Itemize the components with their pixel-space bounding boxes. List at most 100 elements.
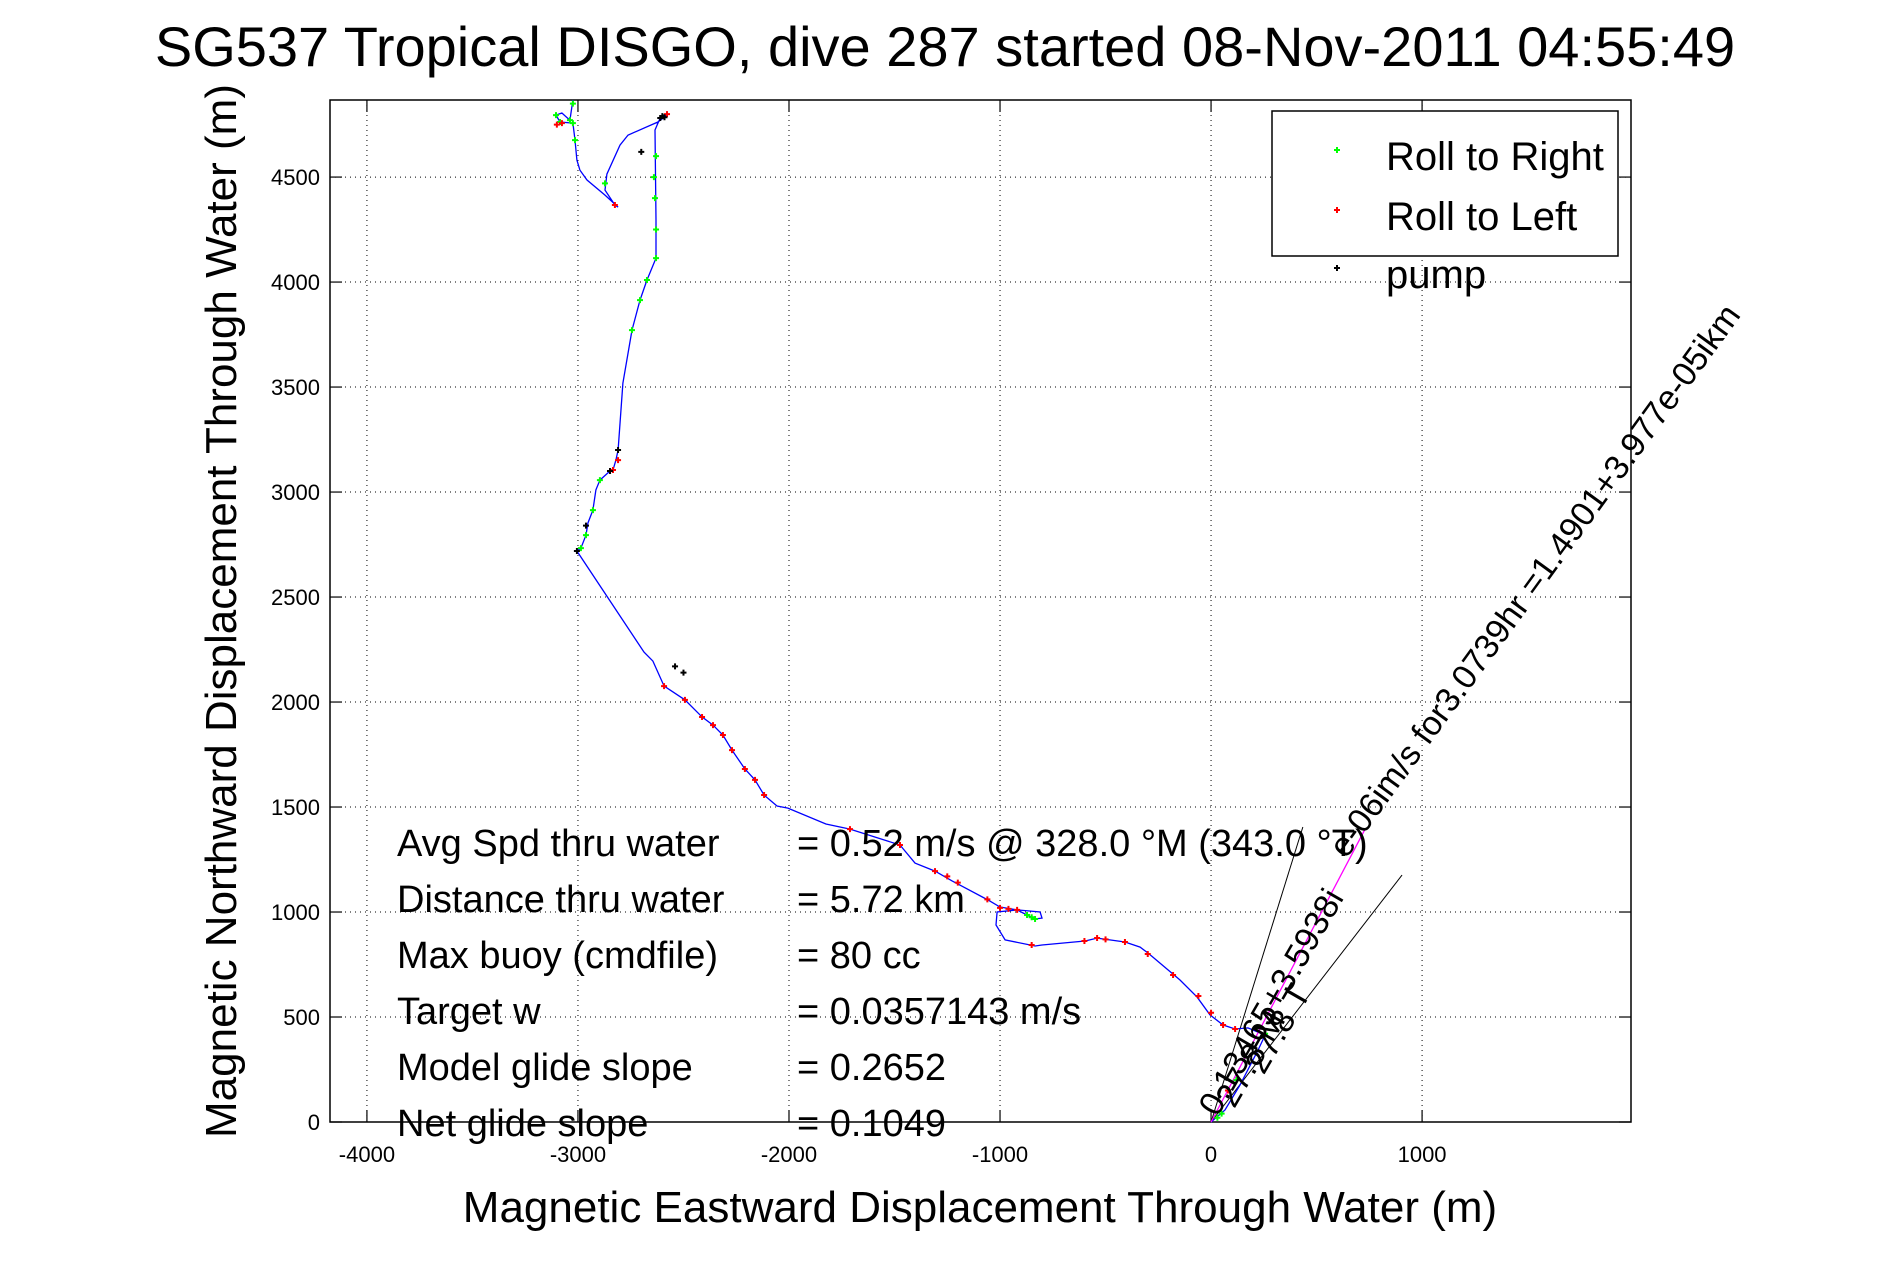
marker-roll-to-left [741, 766, 748, 773]
stat-value-model-glide: = 0.2652 [797, 1047, 946, 1089]
marker-roll-to-left [984, 896, 991, 903]
marker-roll-to-left [553, 121, 560, 128]
marker-roll-to-right [566, 117, 573, 124]
axis-ticks [330, 100, 1631, 1123]
stats-block: Avg Spd thru water = 0.52 m/s @ 328.0 °M… [397, 823, 1368, 1145]
legend-marker-pump [1334, 265, 1340, 271]
marker-roll-to-left [1170, 972, 1177, 979]
marker-roll-to-right [628, 327, 635, 334]
marker-roll-to-left [661, 683, 668, 690]
marker-roll-to-left [997, 904, 1004, 911]
marker-roll-to-left [558, 120, 565, 127]
marker-roll-to-right [653, 226, 660, 233]
stat-label-avg-speed: Avg Spd thru water [397, 823, 720, 865]
marker-roll-to-right [1032, 915, 1039, 922]
x-tick-label: -3000 [550, 1142, 606, 1167]
stat-value-net-glide: = 0.1049 [797, 1103, 946, 1145]
x-tick-labels: -4000 -3000 -2000 -1000 0 1000 [339, 1142, 1447, 1167]
marker-roll-to-left [664, 111, 671, 118]
grid [330, 100, 1631, 1123]
marker-pump [607, 468, 614, 475]
marker-roll-to-right [651, 195, 658, 202]
legend-box [1271, 110, 1619, 257]
marker-roll-to-right [1233, 1077, 1240, 1083]
marker-roll-to-left [1121, 939, 1128, 946]
marker-pump [582, 522, 589, 529]
marker-roll-to-left [1232, 1025, 1239, 1032]
markers [553, 100, 1269, 1121]
marker-roll-to-left [761, 792, 768, 799]
marker-roll-to-left [1014, 906, 1021, 913]
marker-roll-to-left [944, 873, 951, 880]
stat-value-target-w: = 0.0357143 m/s [797, 991, 1081, 1033]
stat-label-model-glide: Model glide slope [397, 1047, 693, 1089]
marker-pump [638, 148, 645, 155]
marker-roll-to-right [553, 112, 560, 119]
marker-pump [680, 669, 687, 676]
series-line-average-heading [1210, 828, 1366, 1123]
marker-roll-to-left [615, 457, 622, 464]
marker-roll-to-right [653, 153, 660, 160]
y-tick-label: 1500 [271, 795, 320, 820]
marker-roll-to-left [1094, 935, 1101, 942]
axes-frame [329, 99, 1632, 1123]
y-tick-label: 3000 [271, 480, 320, 505]
x-tick-label: -2000 [761, 1142, 817, 1167]
marker-roll-to-left [1005, 905, 1012, 912]
stat-value-max-buoy: = 80 cc [797, 935, 921, 977]
x-axis-label: Magnetic Eastward Displacement Through W… [463, 1183, 1497, 1232]
marker-roll-to-left [752, 776, 759, 783]
marker-roll-to-right [1262, 1030, 1269, 1037]
x-tick-label: 1000 [1398, 1142, 1447, 1167]
legend-marker-roll-left [1334, 207, 1340, 213]
marker-roll-to-right [572, 137, 579, 144]
stat-label-max-buoy: Max buoy (cmdfile) [397, 935, 718, 977]
marker-roll-to-right [589, 507, 596, 514]
marker-roll-to-right [1028, 914, 1035, 921]
marker-roll-to-right [1218, 1110, 1225, 1117]
marker-roll-to-right [653, 255, 660, 262]
y-tick-label: 4000 [271, 270, 320, 295]
legend-label-pump: pump [1386, 253, 1486, 297]
marker-roll-to-left [896, 842, 903, 849]
marker-roll-to-left [1102, 936, 1109, 943]
y-tick-label: 4500 [271, 165, 320, 190]
marker-roll-to-left [719, 731, 726, 738]
marker-roll-to-right [577, 545, 584, 552]
stat-label-net-glide: Net glide slope [397, 1103, 648, 1145]
stat-value-avg-speed: = 0.52 m/s @ 328.0 °M (343.0 °T) [797, 823, 1368, 865]
marker-pump [661, 114, 668, 121]
marker-roll-to-left [954, 879, 961, 886]
marker-roll-to-left [846, 826, 853, 833]
marker-roll-to-right [1024, 911, 1031, 918]
x-tick-label: -4000 [339, 1142, 395, 1167]
marker-roll-to-left [1220, 1021, 1227, 1028]
marker-roll-to-left [932, 868, 939, 875]
marker-roll-to-right [650, 174, 657, 181]
marker-roll-to-right [596, 477, 603, 484]
marker-roll-to-right [1214, 1114, 1221, 1121]
chart-title: SG537 Tropical DISGO, dive 287 started 0… [155, 15, 1735, 78]
legend-marker-roll-right [1334, 147, 1340, 153]
legend-label-roll-right: Roll to Right [1386, 135, 1604, 179]
marker-roll-to-right [569, 100, 576, 107]
stat-label-target-w: Target w [397, 991, 541, 1033]
wedge-line-0 [1210, 826, 1304, 1123]
marker-pump [615, 447, 622, 454]
marker-roll-to-left [699, 713, 706, 720]
legend: Roll to Right Roll to Left pump [1271, 110, 1619, 297]
marker-roll-to-left [1208, 1009, 1215, 1016]
y-tick-labels: 0 500 1000 1500 2000 2500 3000 3500 4000 4500 [271, 165, 320, 1135]
y-axis-label: Magnetic Northward Displacement Through … [197, 84, 246, 1138]
x-tick-label: -1000 [972, 1142, 1028, 1167]
marker-roll-to-right [582, 532, 589, 539]
marker-roll-to-left [1028, 941, 1035, 948]
marker-roll-to-right [643, 276, 650, 283]
marker-roll-to-left [681, 696, 688, 703]
y-tick-label: 0 [308, 1110, 320, 1135]
marker-pump [573, 548, 580, 555]
y-tick-label: 1000 [271, 900, 320, 925]
marker-pump [672, 663, 679, 670]
marker-roll-to-left [729, 747, 736, 754]
